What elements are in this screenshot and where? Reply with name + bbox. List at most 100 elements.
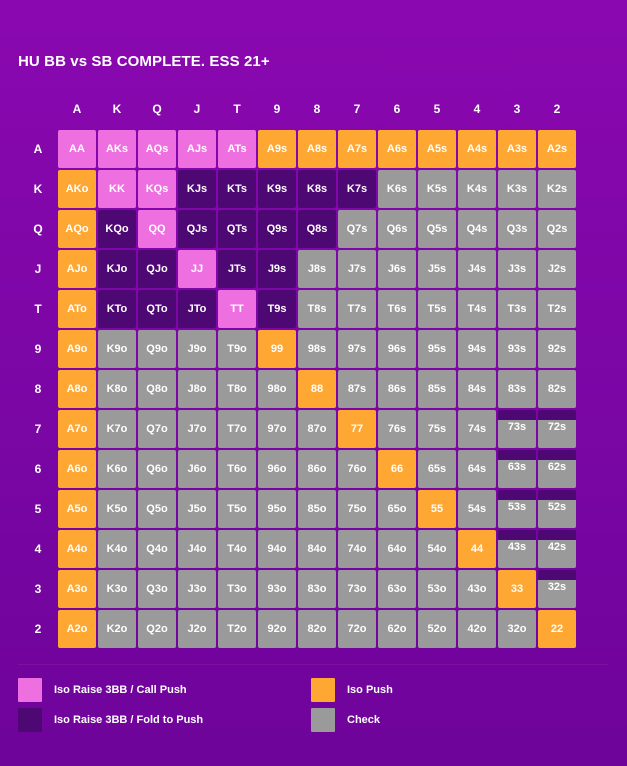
hand-cell: 75o (338, 490, 376, 528)
column-label: 9 (273, 102, 281, 116)
hand-cell: T9s (258, 290, 296, 328)
hand-cell: K3o (98, 570, 136, 608)
hand-cell: K9o (98, 330, 136, 368)
hand-cell: Q3s (498, 210, 536, 248)
hand-cell: J5o (178, 490, 216, 528)
hand-cell: A3s (498, 130, 536, 168)
hand-cell: QTo (138, 290, 176, 328)
hand-cell: 85o (298, 490, 336, 528)
hand-cell: 96s (378, 330, 416, 368)
hand-cell: 73o (338, 570, 376, 608)
hand-cell: K6s (378, 170, 416, 208)
hand-cell: 72s (538, 410, 576, 448)
hand-cell: 82s (538, 370, 576, 408)
hand-cell: J3s (498, 250, 536, 288)
hand-cell: J8o (178, 370, 216, 408)
hand-cell: A9o (58, 330, 96, 368)
column-label: T (233, 102, 241, 116)
hand-cell: A7o (58, 410, 96, 448)
hand-cell: 65s (418, 450, 456, 488)
hand-cell: J4o (178, 530, 216, 568)
hand-cell: A9s (258, 130, 296, 168)
hand-cell: KK (98, 170, 136, 208)
row-label: 9 (34, 342, 42, 356)
hand-cell: 52o (418, 610, 456, 648)
hand-cell: 33 (498, 570, 536, 608)
hand-cell: Q9s (258, 210, 296, 248)
hand-cell: K4o (98, 530, 136, 568)
hand-cell: 99 (258, 330, 296, 368)
hand-cell: Q8o (138, 370, 176, 408)
hand-cell: 96o (258, 450, 296, 488)
row-label: 2 (34, 622, 42, 636)
column-label: 2 (553, 102, 561, 116)
hand-cell: 72o (338, 610, 376, 648)
hand-cell: 53s (498, 490, 536, 528)
hand-cell: J2o (178, 610, 216, 648)
hand-cell: 75s (418, 410, 456, 448)
hand-cell: Q5s (418, 210, 456, 248)
hand-cell: 86s (378, 370, 416, 408)
hand-cell: 83s (498, 370, 536, 408)
column-label: 5 (433, 102, 441, 116)
hand-cell: 63s (498, 450, 536, 488)
hand-cell: J9s (258, 250, 296, 288)
hand-cell: T4s (458, 290, 496, 328)
hand-cell: T3s (498, 290, 536, 328)
legend-label: Iso Raise 3BB / Fold to Push (54, 714, 204, 726)
hand-cell: JJ (178, 250, 216, 288)
hand-cell: Q2s (538, 210, 576, 248)
row-label: 5 (34, 502, 42, 516)
hand-cell: A2o (58, 610, 96, 648)
legend-swatch (311, 678, 335, 702)
hand-cell: 84s (458, 370, 496, 408)
legend-swatch (18, 708, 42, 732)
hand-cell: QJs (178, 210, 216, 248)
hand-cell: 87o (298, 410, 336, 448)
column-label: A (72, 102, 82, 116)
hand-cell: Q5o (138, 490, 176, 528)
hand-cell: 85s (418, 370, 456, 408)
hand-cell: 64o (378, 530, 416, 568)
hand-cell: 74o (338, 530, 376, 568)
hand-cell: QTs (218, 210, 256, 248)
hand-cell: J8s (298, 250, 336, 288)
hand-cell: 63o (378, 570, 416, 608)
hand-cell: 98o (258, 370, 296, 408)
hand-cell: 92s (538, 330, 576, 368)
legend: Iso Raise 3BB / Call Push Iso Raise 3BB /… (18, 678, 618, 738)
hand-cell: Q9o (138, 330, 176, 368)
hand-cell: 93s (498, 330, 536, 368)
hand-cell: 65o (378, 490, 416, 528)
row-label: J (34, 262, 42, 276)
hand-cell: 64s (458, 450, 496, 488)
hand-cell: A6s (378, 130, 416, 168)
hand-cell: Q8s (298, 210, 336, 248)
hand-cell: 93o (258, 570, 296, 608)
hand-cell: J9o (178, 330, 216, 368)
hand-cell: 22 (538, 610, 576, 648)
column-label: J (193, 102, 201, 116)
hand-cell: 53o (418, 570, 456, 608)
row-label: 4 (34, 542, 42, 556)
hand-cell: K7o (98, 410, 136, 448)
hand-cell: 92o (258, 610, 296, 648)
hand-cell: A8o (58, 370, 96, 408)
hand-cell: Q7s (338, 210, 376, 248)
hand-cell: K3s (498, 170, 536, 208)
hand-cell: T5s (418, 290, 456, 328)
hand-cell: ATs (218, 130, 256, 168)
hand-cell: 84o (298, 530, 336, 568)
hand-cell: T5o (218, 490, 256, 528)
row-label: 8 (34, 382, 42, 396)
hand-cell: K6o (98, 450, 136, 488)
hand-cell: J5s (418, 250, 456, 288)
hand-cell: AA (58, 130, 96, 168)
hand-cell: 73s (498, 410, 536, 448)
hand-cell: QJo (138, 250, 176, 288)
hand-cell: QQ (138, 210, 176, 248)
hand-cell: Q4s (458, 210, 496, 248)
row-label: A (33, 142, 43, 156)
hand-cell: 55 (418, 490, 456, 528)
chart-title: HU BB vs SB COMPLETE. ESS 21+ (18, 53, 270, 70)
